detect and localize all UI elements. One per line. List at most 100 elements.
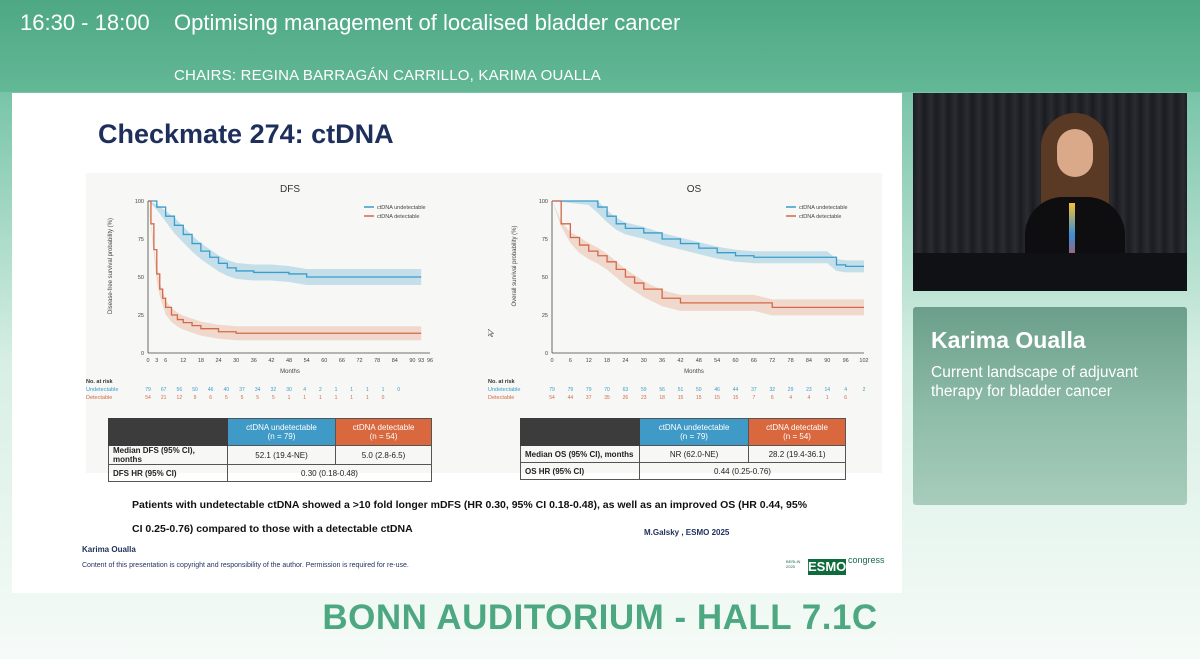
dfs-risk-undetectable: 40 (224, 387, 230, 393)
os-ci-band (552, 201, 864, 273)
os-risk-undetectable: 2 (863, 387, 866, 393)
dfs-summary-table: ctDNA undetectable (n = 79) ctDNA detecta… (108, 418, 432, 482)
os-legend-detectable: ctDNA detectable (799, 214, 842, 220)
os-risk-detectable: 6 (844, 395, 847, 401)
speaker-talk-title: Current landscape of adjuvant therapy fo… (931, 364, 1138, 400)
os-x-tick: 0 (550, 358, 553, 364)
dfs-risk-undetectable: 0 (397, 387, 400, 393)
dfs-x-tick: 96 (427, 358, 433, 364)
dfs-risk-undetectable: 50 (192, 387, 198, 393)
dfs-table-col-detectable: ctDNA detectable (n = 54) (335, 418, 432, 446)
dfs-risk-detectable: 1 (335, 395, 338, 401)
os-risk-undetectable: 29 (788, 387, 794, 393)
os-risk-detectable: 7 (752, 395, 755, 401)
dfs-risk-undetectable: 4 (303, 387, 306, 393)
dfs-table-row2-value: 0.30 (0.18-0.48) (227, 464, 432, 482)
dfs-risk-detectable: 54 (145, 395, 151, 401)
dfs-risk-undetectable: 46 (208, 387, 214, 393)
dfs-risk-undetectable: 1 (335, 387, 338, 393)
os-risk-undetectable: 56 (659, 387, 665, 393)
dfs-x-tick: 54 (304, 358, 310, 364)
os-ci-band (552, 201, 864, 316)
os-risk-undetectable: 14 (825, 387, 831, 393)
os-summary-table: ctDNA undetectable (n = 79) ctDNA detecta… (520, 418, 846, 480)
dfs-risk-undetectable: 1 (350, 387, 353, 393)
dfs-x-tick: 30 (233, 358, 239, 364)
os-risk-undetectable: 63 (623, 387, 629, 393)
os-table-row2-value: 0.44 (0.25-0.76) (639, 462, 846, 480)
dfs-risk-detectable: 12 (177, 395, 183, 401)
dfs-table-row1-undetectable: 52.1 (19.4-NE) (226, 445, 337, 465)
dfs-risk-detectable: 1 (319, 395, 322, 401)
os-x-tick: 84 (806, 358, 812, 364)
dfs-risk-undetectable: 30 (286, 387, 292, 393)
dfs-risk-detectable: 0 (382, 395, 385, 401)
dfs-risk-undetectable: 1 (366, 387, 369, 393)
dfs-risk-undetectable: 37 (239, 387, 245, 393)
os-x-tick: 102 (859, 358, 868, 364)
dfs-x-tick: 72 (356, 358, 362, 364)
os-x-tick: 72 (769, 358, 775, 364)
os-risk-undetectable: 79 (549, 387, 555, 393)
dfs-risk-detectable: 5 (225, 395, 228, 401)
dfs-survival-line (148, 200, 422, 278)
dfs-chart-title: DFS (280, 184, 300, 195)
dfs-survival-line (148, 200, 422, 334)
os-survival-line (552, 200, 864, 309)
os-risk-detectable: 15 (714, 395, 720, 401)
os-risk-undetectable: 23 (806, 387, 812, 393)
os-risk-detectable: 15 (696, 395, 702, 401)
dfs-x-tick: 84 (392, 358, 398, 364)
mouse-cursor-icon (488, 329, 494, 337)
os-x-tick: 18 (604, 358, 610, 364)
os-risk-label-undetectable: Undetectable (488, 387, 520, 393)
session-chairs: CHAIRS: REGINA BARRAGÁN CARRILLO, KARIMA… (174, 67, 602, 84)
dfs-x-tick: 90 (409, 358, 415, 364)
dfs-risk-label-undetectable: Undetectable (86, 387, 118, 393)
os-risk-undetectable: 79 (586, 387, 592, 393)
esmo-logo-brand: ESMO (808, 559, 847, 575)
os-x-tick: 60 (732, 358, 738, 364)
dfs-x-tick: 36 (251, 358, 257, 364)
os-x-tick: 36 (659, 358, 665, 364)
os-risk-detectable: 37 (586, 395, 592, 401)
dfs-risk-detectable: 1 (303, 395, 306, 401)
os-risk-undetectable: 44 (733, 387, 739, 393)
dfs-x-tick: 66 (339, 358, 345, 364)
os-risk-undetectable: 70 (604, 387, 610, 393)
dfs-ci-band (148, 201, 422, 341)
dfs-x-tick: 93 (418, 358, 424, 364)
slide-author: Karima Oualla (82, 545, 136, 554)
dfs-risk-detectable: 1 (350, 395, 353, 401)
podium (913, 253, 1187, 291)
speaker-card: Karima Oualla Current landscape of adjuv… (913, 307, 1187, 505)
os-x-tick: 96 (843, 358, 849, 364)
dfs-risk-header: No. at risk (86, 379, 114, 385)
dfs-y-tick: 100 (135, 199, 144, 205)
os-y-tick: 0 (545, 351, 548, 357)
os-risk-detectable: 54 (549, 395, 555, 401)
os-x-tick: 12 (586, 358, 592, 364)
esmo-logo-word: congress (848, 555, 885, 565)
hall-name: BONN AUDITORIUM - HALL 7.1C (322, 598, 878, 637)
dfs-risk-detectable: 5 (256, 395, 259, 401)
dfs-x-tick: 60 (321, 358, 327, 364)
dfs-table-col-undetectable: ctDNA undetectable (n = 79) (226, 418, 337, 446)
os-legend-undetectable: ctDNA undetectable (799, 205, 848, 211)
dfs-y-tick: 0 (141, 351, 144, 357)
speaker-name: Karima Oualla (931, 327, 1086, 353)
os-chart-title: OS (687, 184, 702, 195)
slide-title: Checkmate 274: ctDNA (98, 119, 394, 149)
os-table-row2-label: OS HR (95% CI) (520, 462, 640, 480)
dfs-risk-detectable: 6 (209, 395, 212, 401)
os-table-row1-detectable: 28.2 (19.4-36.1) (748, 445, 846, 463)
presentation-slide: Checkmate 274: ctDNA DFS Disease-free su… (12, 93, 902, 593)
os-x-tick: 30 (641, 358, 647, 364)
dfs-x-tick: 24 (215, 358, 221, 364)
dfs-x-tick: 0 (146, 358, 149, 364)
os-risk-detectable: 4 (808, 395, 811, 401)
os-y-tick: 50 (542, 275, 548, 281)
dfs-legend-detectable: ctDNA detectable (377, 214, 420, 220)
esmo-logo-city: BERLIN 2025 (786, 559, 801, 569)
os-risk-detectable: 4 (789, 395, 792, 401)
